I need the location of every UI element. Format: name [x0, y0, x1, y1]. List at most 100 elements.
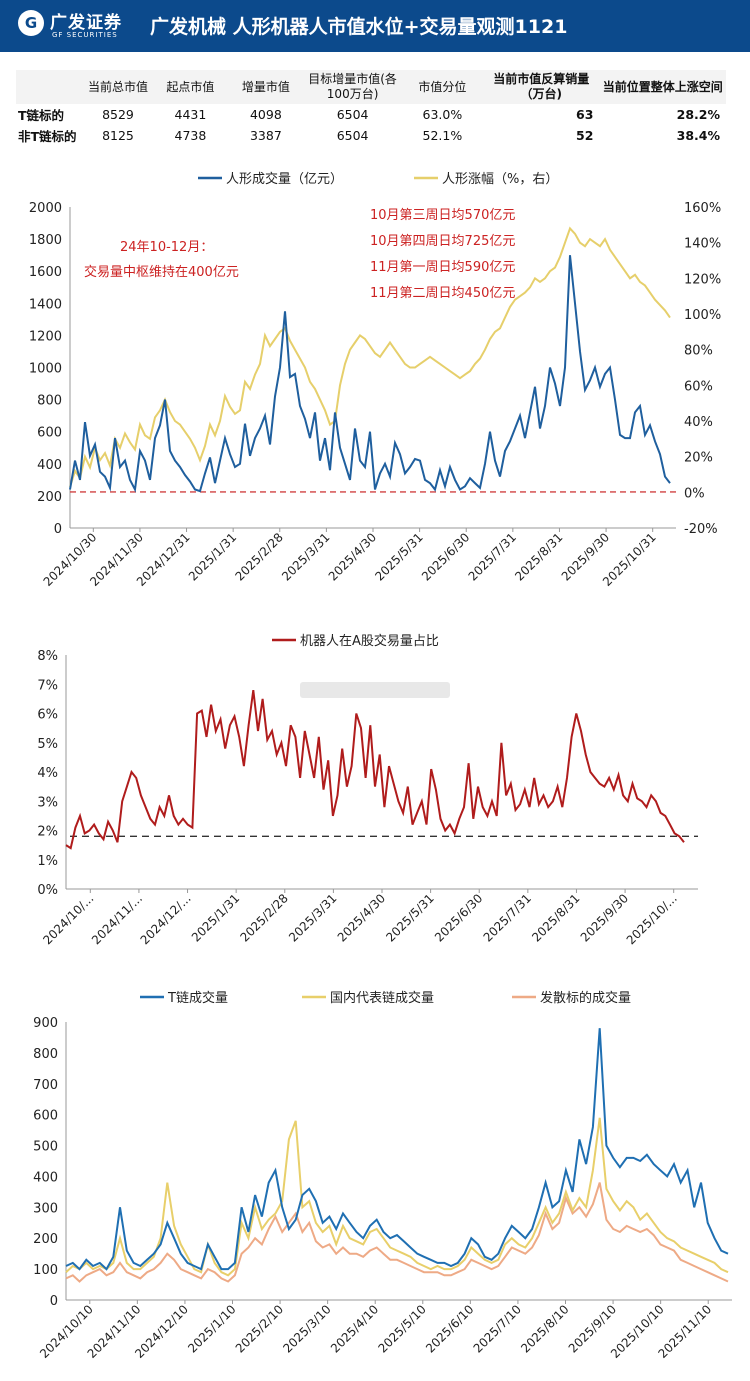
y-tick-label-right: 20% [684, 451, 713, 466]
y-tick-label: 7% [37, 678, 58, 693]
table-header-cell: 目标增量市值(各100万台) [303, 70, 402, 104]
series-line-gain [69, 226, 671, 488]
y-tick-label-left: 1000 [29, 362, 62, 377]
x-tick-label: 2025/1/31 [189, 891, 242, 944]
y-tick-label: 700 [33, 1078, 58, 1093]
table-cell: T链标的 [18, 108, 65, 123]
table-cell: 28.2% [676, 107, 720, 122]
y-tick-label: 500 [33, 1140, 58, 1155]
y-tick-label-left: 1400 [29, 297, 62, 312]
brand-name-en: GF SECURITIES [52, 31, 118, 39]
x-tick-label: 2025/2/28 [232, 530, 285, 583]
x-tick-label: 2024/12/... [138, 891, 194, 947]
y-tick-label-left: 2000 [29, 201, 62, 216]
table-cell: 8529 [102, 107, 134, 122]
legend-label: T链成交量 [167, 990, 228, 1006]
table-cell: 4738 [174, 128, 207, 143]
table-row: 非T链标的 8125 4738 3387 6504 52.1% 52 38.4% [16, 125, 726, 146]
legend-label: 机器人在A股交易量占比 [300, 633, 439, 649]
x-tick-label: 2025/1/10 [185, 1302, 238, 1355]
y-tick-label-right: 160% [684, 201, 721, 216]
x-tick-label: 2024/10/... [40, 891, 96, 947]
x-tick-label: 2025/8/31 [529, 891, 582, 944]
y-tick-label-right: -20% [684, 522, 718, 537]
y-tick-label-left: 600 [37, 426, 62, 441]
table-cell: 4431 [174, 107, 207, 122]
y-tick-label: 0% [37, 883, 58, 898]
chain-volume-chart: 01002003004005006007008009002024/10/1020… [33, 990, 732, 1361]
y-tick-label-right: 100% [684, 308, 721, 323]
valuation-table: 当前总市值 起点市值 增量市值 目标增量市值(各100万台) 市值分位 当前市值… [16, 70, 726, 146]
legend-label: 人形涨幅（%，右） [442, 172, 558, 187]
y-tick-label-right: 120% [684, 272, 721, 287]
y-tick-label: 300 [33, 1201, 58, 1216]
series-line-1 [65, 1117, 729, 1277]
series-line-share [65, 689, 685, 850]
y-tick-label: 100 [33, 1263, 58, 1278]
table-header-cell: 当前总市值 [83, 70, 153, 104]
table-cell: 6504 [336, 107, 369, 122]
table-header-cell: 增量市值 [228, 70, 304, 104]
y-tick-label: 2% [37, 825, 58, 840]
table-cell: 3387 [249, 128, 282, 143]
y-tick-label: 5% [37, 737, 58, 752]
page-title: 广发机械 人形机器人市值水位+交易量观测1121 [150, 16, 568, 38]
volume-gain-chart: 0 200 400 600 800 1000 1200 1400 1600 1800 2000 -20… [29, 171, 721, 589]
x-tick-label: 2025/3/10 [280, 1302, 333, 1355]
table-cell: 6504 [336, 128, 369, 143]
x-tick-label: 2025/10/... [624, 891, 680, 947]
x-tick-label: 2025/6/30 [432, 891, 485, 944]
gf-logo-icon: G [18, 10, 44, 36]
annotation-text: 11月第一周日均590亿元 [370, 260, 515, 275]
x-tick-label: 2025/8/10 [518, 1302, 571, 1355]
series-line-0 [65, 1028, 729, 1271]
x-tick-label: 2025/3/31 [279, 530, 332, 583]
x-tick-label: 2025/2/10 [233, 1302, 286, 1355]
share-ratio-chart: 0% 1% 2% 3% 4% 5% 6% 7% 8% 2024/10/...2024/11/...… [37, 633, 698, 947]
series-line-2 [65, 1182, 729, 1283]
table-cell: 52.1% [422, 128, 463, 143]
brand-name: 广发证券 [50, 13, 122, 33]
legend-label: 发散标的成交量 [540, 990, 631, 1006]
y-tick-label: 1% [37, 854, 58, 869]
x-tick-label: 2025/7/31 [466, 530, 519, 583]
annotation-text: 11月第二周日均450亿元 [370, 286, 515, 301]
x-tick-label: 2025/6/10 [423, 1302, 476, 1355]
x-tick-label: 2025/3/31 [286, 891, 339, 944]
x-tick-label: 2025/4/10 [328, 1302, 381, 1355]
header-bar: G 广发证券 GF SECURITIES 广发机械 人形机器人市值水位+交易量观… [0, 0, 750, 52]
table-cell: 38.4% [676, 128, 720, 143]
y-tick-label: 200 [33, 1232, 58, 1247]
x-tick-label: 2024/11/... [89, 891, 145, 947]
y-tick-label-left: 0 [54, 522, 62, 537]
y-tick-label: 800 [33, 1047, 58, 1062]
blurred-overlay [300, 682, 450, 698]
x-tick-label: 2025/1/31 [186, 530, 239, 583]
annotation-text: 24年10-12月： [120, 240, 213, 255]
legend-label: 人形成交量（亿元） [226, 171, 343, 187]
y-tick-label-left: 1200 [29, 329, 62, 344]
x-tick-label: 2025/8/31 [512, 530, 565, 583]
y-tick-label-right: 140% [684, 237, 721, 252]
x-tick-label: 2025/4/30 [326, 530, 379, 583]
annotation-text: 10月第三周日均570亿元 [370, 208, 515, 223]
table-row: T链标的 8529 4431 4098 6504 63.0% 63 28.2% [16, 104, 726, 125]
y-tick-label: 900 [33, 1016, 58, 1031]
table-cell: 非T链标的 [18, 129, 77, 144]
y-tick-label-right: 80% [684, 344, 713, 359]
table-header-cell: 当前市值反算销量（万台) [483, 70, 600, 104]
table-cell: 8125 [102, 128, 134, 143]
annotation-text: 10月第四周日均725亿元 [370, 234, 515, 249]
table-header-cell: 起点市值 [152, 70, 229, 104]
table-cell: 63 [576, 107, 594, 122]
y-tick-label: 4% [37, 766, 58, 781]
x-tick-label: 2025/2/28 [237, 891, 290, 944]
x-tick-label: 2025/7/10 [471, 1302, 524, 1355]
table-header-cell: 当前位置整体上涨空间 [599, 70, 726, 104]
y-tick-label: 400 [33, 1170, 58, 1185]
x-tick-label: 2025/6/30 [419, 530, 472, 583]
y-tick-label-right: 0% [684, 486, 705, 501]
y-tick-label: 6% [37, 708, 58, 723]
y-tick-label-left: 800 [37, 394, 62, 409]
y-tick-label: 0 [50, 1294, 58, 1309]
